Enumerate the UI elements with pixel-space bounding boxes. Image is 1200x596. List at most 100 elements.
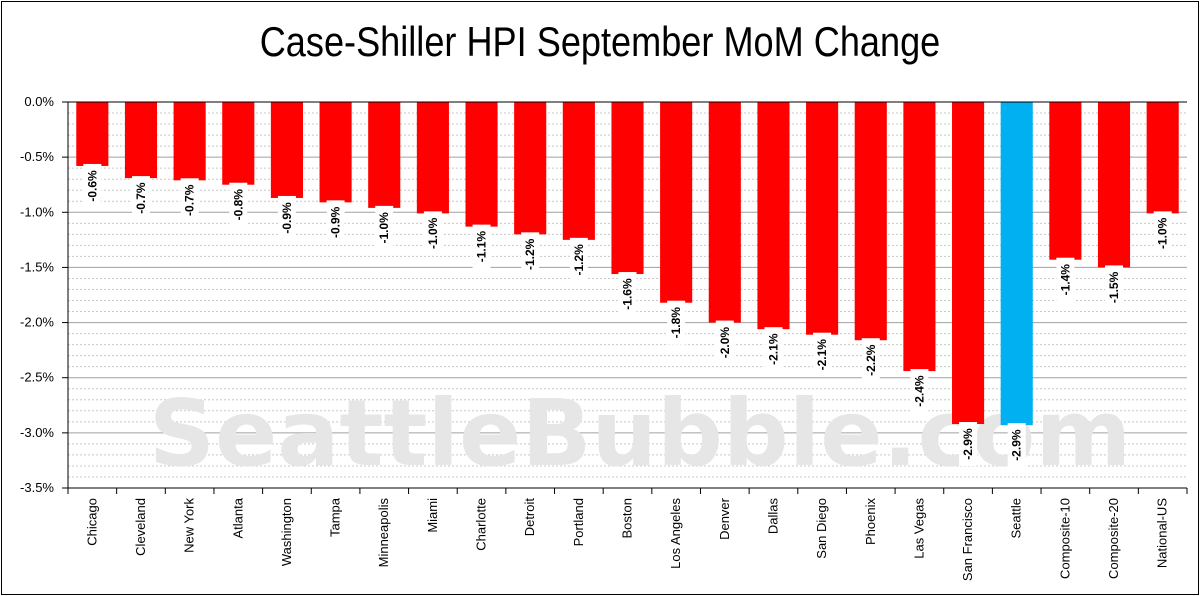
data-label: -0.8%	[229, 182, 248, 227]
bar-charlotte	[465, 102, 498, 227]
data-label-background	[1056, 257, 1075, 302]
data-label-text: -1.4%	[1058, 264, 1072, 296]
category-label: Atlanta	[230, 497, 245, 538]
category-label: Miami	[425, 498, 440, 533]
data-label-background	[569, 237, 588, 282]
data-label: -2.1%	[764, 327, 783, 372]
data-label: -1.1%	[472, 224, 491, 269]
category-label: Composite-10	[1057, 498, 1072, 579]
bar-cleveland	[124, 102, 158, 179]
bar-portland	[562, 102, 595, 240]
data-label: -1.2%	[569, 237, 588, 282]
y-tick-label: -2.5%	[20, 370, 54, 385]
data-label-text: -2.9%	[1010, 429, 1024, 461]
data-label-text: -2.1%	[815, 339, 829, 371]
data-label: -0.9%	[326, 200, 345, 245]
data-label-text: -0.6%	[85, 170, 99, 202]
bar-national-us	[1146, 102, 1179, 214]
data-label-background	[861, 338, 880, 383]
axes	[67, 101, 1187, 489]
category-label: Boston	[620, 498, 635, 538]
data-label-background	[715, 320, 734, 365]
data-label: -1.8%	[667, 300, 686, 345]
y-tick-label: -2.0%	[20, 315, 54, 330]
category-label: San Diego	[814, 498, 829, 559]
data-label: -0.7%	[131, 176, 150, 221]
bar-tampa	[319, 102, 352, 203]
category-label: Detroit	[522, 498, 537, 537]
bar-chicago	[76, 102, 109, 166]
bars	[76, 102, 1179, 426]
data-label-background	[277, 195, 296, 240]
data-label: -1.4%	[1056, 257, 1075, 302]
bar-washington	[270, 102, 303, 198]
data-label: -1.2%	[521, 232, 540, 277]
data-label: -2.9%	[1007, 423, 1026, 468]
bar-composite-10	[1049, 102, 1082, 260]
data-label-background	[131, 176, 150, 221]
data-label-text: -1.8%	[669, 307, 683, 339]
data-label-text: -1.0%	[377, 212, 391, 244]
bar-las-vegas	[903, 102, 936, 372]
bar-seattle	[1000, 102, 1033, 426]
bar-phoenix	[854, 102, 887, 341]
y-tick-label: -3.5%	[20, 480, 54, 495]
category-label: National-US	[1155, 498, 1170, 568]
data-label: -1.0%	[375, 205, 394, 250]
category-label: Cleveland	[133, 498, 148, 556]
bar-denver	[708, 102, 741, 323]
data-label: -1.0%	[1153, 211, 1172, 256]
bar-detroit	[514, 102, 547, 235]
bar-miami	[416, 102, 449, 214]
data-label-background	[229, 182, 248, 227]
data-label-text: -0.8%	[231, 189, 245, 221]
bar-dallas	[757, 102, 790, 330]
category-label: Minneapolis	[376, 498, 391, 568]
data-label-text: -2.1%	[766, 333, 780, 365]
data-label: -0.9%	[277, 195, 296, 240]
y-tick-label: -1.0%	[20, 204, 54, 219]
bar-boston	[611, 102, 644, 275]
data-label-text: -1.2%	[523, 238, 537, 270]
data-label-background	[326, 200, 345, 245]
category-label: Phoenix	[863, 498, 878, 545]
data-label-background	[180, 178, 199, 223]
category-label: New York	[182, 498, 197, 553]
y-tick-label: 0.0%	[24, 94, 54, 109]
chart-title: Case-Shiller HPI September MoM Change	[259, 18, 941, 65]
y-tick-label: -0.5%	[20, 149, 54, 164]
data-label-text: -1.0%	[1156, 217, 1170, 249]
category-label: Charlotte	[474, 498, 489, 551]
data-label-background	[423, 211, 442, 256]
category-label: Chicago	[84, 498, 99, 546]
data-label-background	[910, 369, 929, 414]
data-label-text: -2.2%	[864, 344, 878, 376]
data-label-background	[618, 272, 637, 317]
data-label-text: -0.7%	[183, 184, 197, 216]
category-label: Dallas	[765, 498, 780, 535]
data-label: -2.4%	[910, 369, 929, 414]
data-label-text: -2.9%	[961, 428, 975, 460]
data-label-text: -1.1%	[475, 231, 489, 263]
data-label: -1.6%	[618, 272, 637, 317]
bar-minneapolis	[368, 102, 401, 208]
data-label-background	[1007, 423, 1026, 468]
category-label: Denver	[717, 497, 732, 540]
category-label: Washington	[279, 498, 294, 566]
y-tick-label: -3.0%	[20, 425, 54, 440]
data-label: -1.0%	[423, 211, 442, 256]
data-label-text: -2.4%	[912, 375, 926, 407]
bar-composite-20	[1097, 102, 1131, 268]
category-label: Los Angeles	[668, 498, 683, 569]
data-label-background	[764, 327, 783, 372]
data-label: -0.7%	[180, 178, 199, 223]
data-label: -2.9%	[959, 422, 978, 467]
data-label: -2.2%	[861, 338, 880, 383]
data-label-background	[83, 163, 102, 208]
category-label: San Francisco	[960, 498, 975, 581]
data-label-text: -1.6%	[621, 278, 635, 310]
data-label: -1.5%	[1105, 265, 1124, 310]
data-label: -2.1%	[813, 332, 832, 377]
data-label-text: -1.0%	[426, 217, 440, 249]
